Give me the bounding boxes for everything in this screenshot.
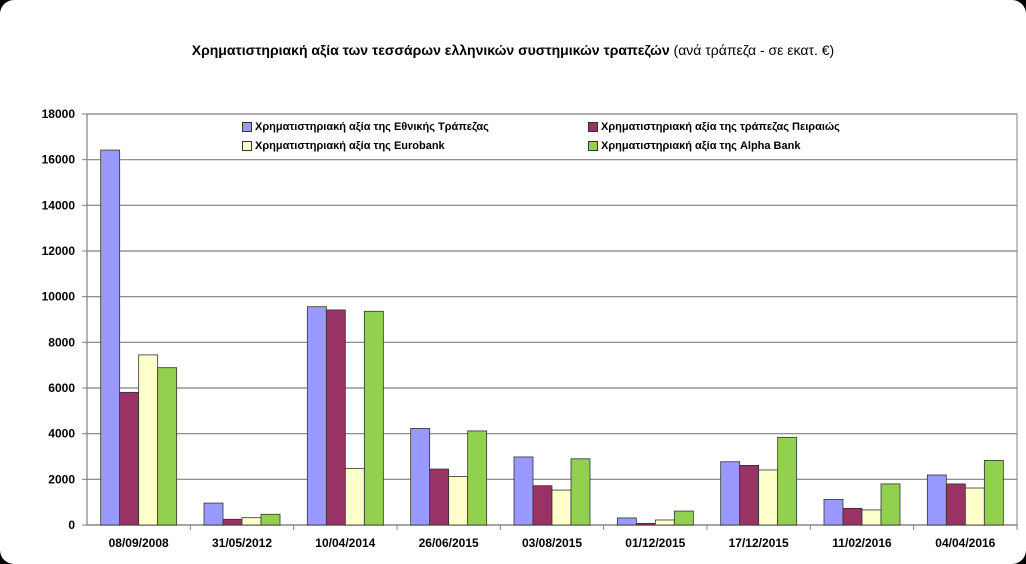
bar-4: [777, 436, 798, 526]
legend-item-piraeus: Χρηματιστηριακή αξία της τράπεζας Πειραι…: [588, 121, 840, 133]
legend-label: Χρηματιστηριακή αξία της Eurobank: [255, 140, 445, 152]
bar-3: [448, 476, 469, 526]
bar-2: [739, 465, 760, 526]
bar-1: [203, 502, 224, 526]
bar-4: [673, 510, 694, 526]
legend-swatch: [588, 141, 598, 151]
chart-title: Χρηματιστηριακή αξία των τεσσάρων ελληνι…: [0, 42, 1026, 58]
title-main: Χρηματιστηριακή αξία των τεσσάρων ελληνι…: [191, 42, 670, 58]
x-tick-label: 08/09/2008: [109, 536, 169, 550]
legend-swatch: [242, 141, 252, 151]
legend-swatch: [242, 122, 252, 132]
bar-4: [880, 483, 901, 526]
x-tick-label: 31/05/2012: [212, 536, 272, 550]
bar-3: [344, 467, 365, 526]
legend-label: Χρηματιστηριακή αξία της τράπεζας Πειραι…: [601, 121, 840, 133]
y-tick-label: 10000: [42, 290, 76, 304]
x-tick-label: 10/04/2014: [315, 536, 375, 550]
y-tick-label: 12000: [42, 244, 76, 258]
y-tick-label: 0: [68, 518, 75, 532]
bar-1: [823, 499, 844, 526]
y-tick-label: 16000: [42, 153, 76, 167]
bar-4: [363, 310, 384, 526]
bar-1: [306, 306, 327, 526]
bar-2: [635, 523, 656, 526]
bar-2: [325, 309, 346, 526]
y-tick-label: 18000: [42, 107, 76, 121]
legend-label: Χρηματιστηριακή αξία της Εθνικής Τράπεζα…: [255, 121, 489, 133]
legend: Χρηματιστηριακή αξία της Εθνικής Τράπεζα…: [240, 115, 1010, 159]
legend-swatch: [588, 122, 598, 132]
bar-3: [964, 487, 985, 526]
bar-1: [410, 428, 431, 526]
bar-4: [983, 459, 1004, 526]
x-tick-label: 11/02/2016: [832, 536, 892, 550]
x-tick-label: 04/04/2016: [935, 536, 995, 550]
legend-item-alpha: Χρηματιστηριακή αξία της Alpha Bank: [588, 140, 800, 152]
bar-4: [467, 430, 488, 526]
bar-3: [551, 489, 572, 526]
y-tick-label: 2000: [48, 472, 75, 486]
title-subtitle: (ανά τράπεζα - σε εκατ. €): [673, 42, 835, 58]
bar-3: [654, 519, 675, 526]
bar-1: [926, 474, 947, 526]
bar-3: [241, 517, 262, 526]
y-tick-label: 4000: [48, 427, 75, 441]
bar-4: [157, 367, 178, 526]
bar-1: [513, 456, 534, 526]
bar-4: [260, 513, 281, 526]
bar-2: [532, 485, 553, 526]
y-tick-label: 8000: [48, 335, 75, 349]
bar-1: [100, 149, 121, 526]
bar-1: [720, 461, 741, 526]
y-tick-label: 6000: [48, 381, 75, 395]
bar-3: [138, 354, 159, 526]
bar-2: [945, 483, 966, 526]
bar-2: [429, 468, 450, 526]
bar-2: [222, 518, 243, 526]
x-tick-label: 26/06/2015: [419, 536, 479, 550]
bar-1: [616, 517, 637, 526]
x-tick-label: 03/08/2015: [522, 536, 582, 550]
bar-2: [842, 507, 863, 526]
bar-3: [861, 509, 882, 526]
bar-4: [570, 458, 591, 526]
bar-3: [758, 469, 779, 526]
bar-2: [119, 391, 140, 526]
x-tick-label: 01/12/2015: [625, 536, 685, 550]
legend-item-eurobank: Χρηματιστηριακή αξία της Eurobank: [242, 140, 445, 152]
legend-label: Χρηματιστηριακή αξία της Alpha Bank: [601, 140, 801, 152]
x-tick-label: 17/12/2015: [729, 536, 789, 550]
legend-item-ethniki: Χρηματιστηριακή αξία της Εθνικής Τράπεζα…: [242, 121, 489, 133]
y-tick-label: 14000: [42, 198, 76, 212]
